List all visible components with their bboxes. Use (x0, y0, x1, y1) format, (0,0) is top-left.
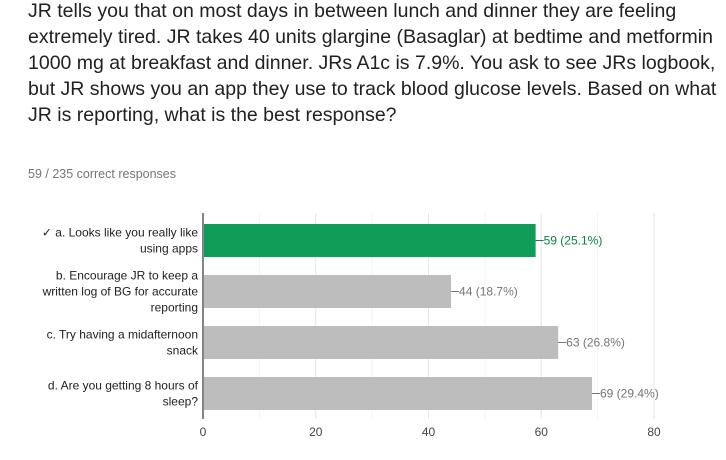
category-label: d. Are you getting 8 hours of (48, 379, 199, 393)
category-label: sleep? (163, 395, 199, 409)
category-label: using apps (140, 242, 198, 256)
question-text: JR tells you that on most days in betwee… (28, 0, 717, 126)
bar (204, 326, 559, 359)
x-tick-label: 0 (200, 425, 207, 439)
category-label: written log of BG for accurate (42, 285, 199, 299)
bar (204, 224, 536, 257)
category-label: snack (167, 344, 199, 358)
x-tick-label: 40 (422, 425, 436, 439)
data-label: 59 (25.1%) (544, 234, 603, 248)
data-label: 69 (29.4%) (600, 387, 659, 401)
bar (204, 377, 592, 410)
category-label: c. Try having a midafternoon (47, 328, 198, 342)
data-label: 44 (18.7%) (459, 285, 518, 299)
x-tick-label: 60 (535, 425, 549, 439)
correct-responses-summary: 59 / 235 correct responses (28, 167, 176, 181)
bar (204, 275, 452, 308)
category-label: reporting (151, 301, 198, 315)
x-tick-label: 20 (309, 425, 323, 439)
x-tick-label: 80 (647, 425, 661, 439)
data-label: 63 (26.8%) (566, 336, 625, 350)
category-label: b. Encourage JR to keep a (56, 269, 198, 283)
category-label: ✓ a. Looks like you really like (42, 226, 198, 240)
